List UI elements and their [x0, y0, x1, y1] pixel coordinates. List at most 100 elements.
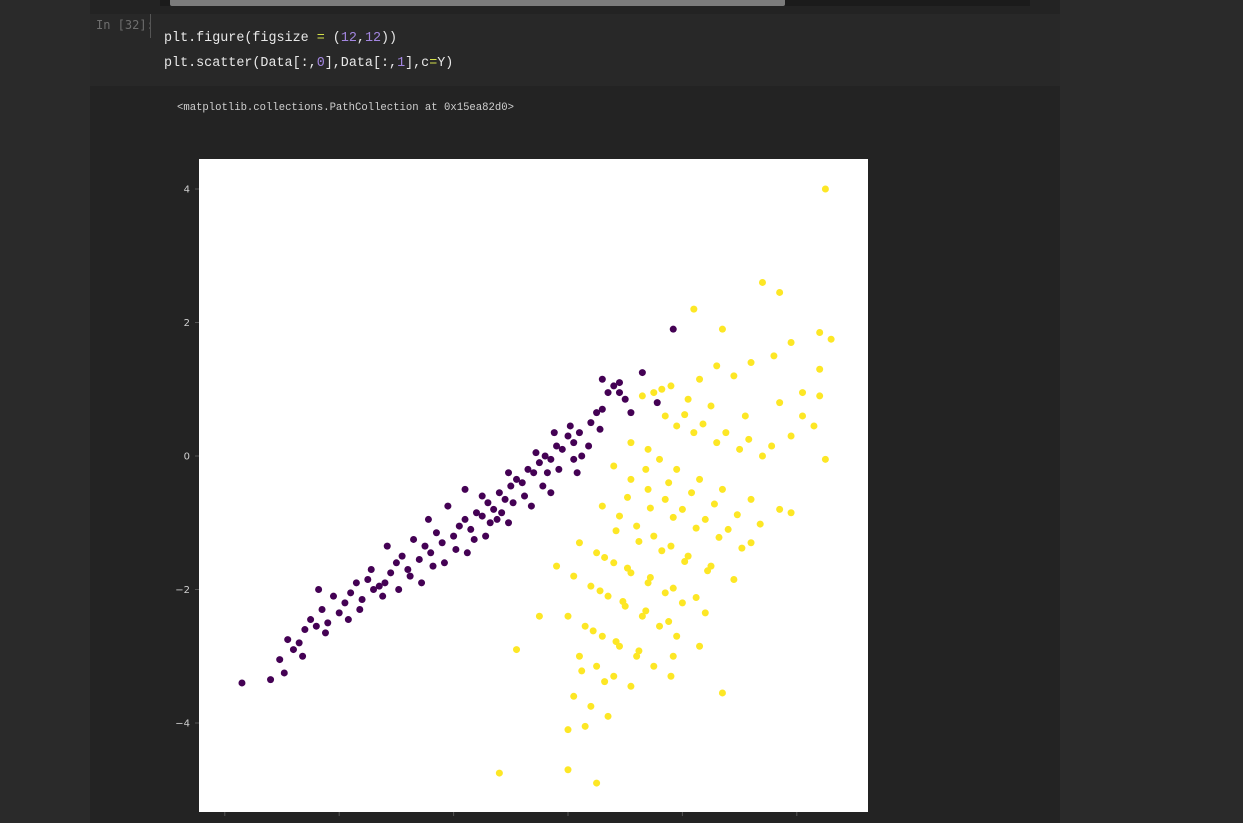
point-class-1 [665, 618, 673, 626]
point-class-0 [578, 452, 586, 460]
point-class-0 [669, 325, 677, 333]
point-class-1 [745, 435, 753, 443]
point-class-0 [470, 535, 478, 543]
point-class-0 [438, 539, 446, 547]
point-class-0 [615, 379, 623, 387]
point-class-0 [621, 395, 629, 403]
point-class-0 [532, 449, 540, 457]
point-class-1 [756, 520, 764, 528]
point-class-0 [575, 429, 583, 437]
point-class-1 [623, 564, 631, 572]
point-class-1 [598, 632, 606, 640]
point-class-0 [505, 469, 513, 477]
point-class-1 [638, 392, 646, 400]
point-class-0 [501, 495, 509, 503]
point-class-0 [467, 525, 475, 533]
point-class-0 [356, 606, 364, 614]
point-class-1 [684, 395, 692, 403]
point-class-1 [604, 592, 612, 600]
point-class-0 [383, 542, 391, 550]
point-class-1 [658, 385, 666, 393]
point-class-1 [642, 465, 650, 473]
point-class-0 [379, 592, 387, 600]
point-class-1 [593, 549, 601, 557]
point-class-0 [276, 656, 284, 664]
point-class-1 [787, 432, 795, 440]
point-class-1 [799, 389, 807, 397]
point-class-1 [610, 559, 618, 567]
point-class-0 [543, 469, 551, 477]
point-class-1 [646, 504, 654, 512]
horizontal-scrollbar[interactable] [160, 0, 1030, 6]
point-class-1 [610, 672, 618, 680]
point-class-0 [370, 586, 378, 593]
point-class-0 [524, 465, 532, 473]
point-class-0 [299, 652, 307, 660]
point-class-1 [612, 638, 620, 646]
point-class-0 [347, 589, 355, 597]
point-class-0 [615, 389, 623, 397]
point-class-1 [593, 662, 601, 670]
point-class-1 [673, 422, 681, 430]
point-class-1 [733, 511, 741, 519]
point-class-0 [418, 579, 426, 587]
point-class-1 [650, 389, 658, 397]
point-class-1 [575, 652, 583, 660]
cell-prompt: In [32]: [96, 18, 154, 32]
point-class-1 [623, 493, 631, 501]
point-class-0 [505, 519, 513, 527]
point-class-0 [452, 545, 460, 553]
point-class-1 [678, 599, 686, 607]
point-class-1 [633, 522, 641, 530]
point-class-1 [635, 647, 643, 655]
point-class-1 [722, 429, 730, 437]
point-class-0 [507, 482, 515, 490]
point-class-0 [381, 579, 389, 587]
code-operator: = [316, 31, 325, 46]
point-class-1 [747, 495, 755, 503]
code-cell[interactable] [90, 14, 1060, 86]
point-class-0 [427, 549, 435, 557]
point-class-0 [610, 382, 618, 390]
point-class-1 [696, 475, 704, 483]
point-class-1 [667, 382, 675, 390]
y-tick-label: −2 [175, 585, 190, 596]
point-class-0 [406, 572, 414, 580]
point-class-1 [661, 589, 669, 597]
code-number: 0 [316, 56, 325, 71]
point-class-1 [713, 362, 721, 370]
point-class-1 [644, 445, 652, 453]
point-class-1 [564, 612, 572, 620]
point-class-1 [581, 622, 589, 630]
y-tick-label: 2 [184, 318, 190, 329]
point-class-0 [527, 502, 535, 510]
point-class-0 [604, 389, 612, 397]
point-class-0 [312, 622, 320, 630]
point-class-1 [587, 582, 595, 590]
scatter-points [238, 185, 835, 787]
point-class-1 [644, 579, 652, 587]
point-class-0 [541, 452, 549, 460]
point-class-0 [424, 515, 432, 523]
y-tick-label: −4 [175, 719, 190, 730]
point-class-1 [696, 375, 704, 383]
point-class-0 [521, 492, 529, 500]
point-class-0 [463, 549, 471, 557]
point-class-1 [578, 667, 586, 675]
scrollbar-thumb[interactable] [170, 0, 785, 6]
point-class-0 [358, 596, 366, 604]
point-class-1 [604, 712, 612, 720]
point-class-1 [821, 185, 829, 193]
code-editor[interactable]: plt.figure(figsize = (12,12)) plt.scatte… [164, 26, 453, 76]
point-class-0 [495, 489, 503, 497]
point-class-1 [699, 420, 707, 428]
point-class-0 [638, 369, 646, 377]
point-class-0 [547, 455, 555, 463]
point-class-0 [547, 489, 555, 497]
point-class-0 [344, 616, 352, 624]
point-class-0 [289, 646, 297, 654]
point-class-1 [696, 642, 704, 650]
point-class-1 [776, 288, 784, 296]
point-class-0 [238, 679, 246, 687]
point-class-1 [681, 411, 689, 419]
